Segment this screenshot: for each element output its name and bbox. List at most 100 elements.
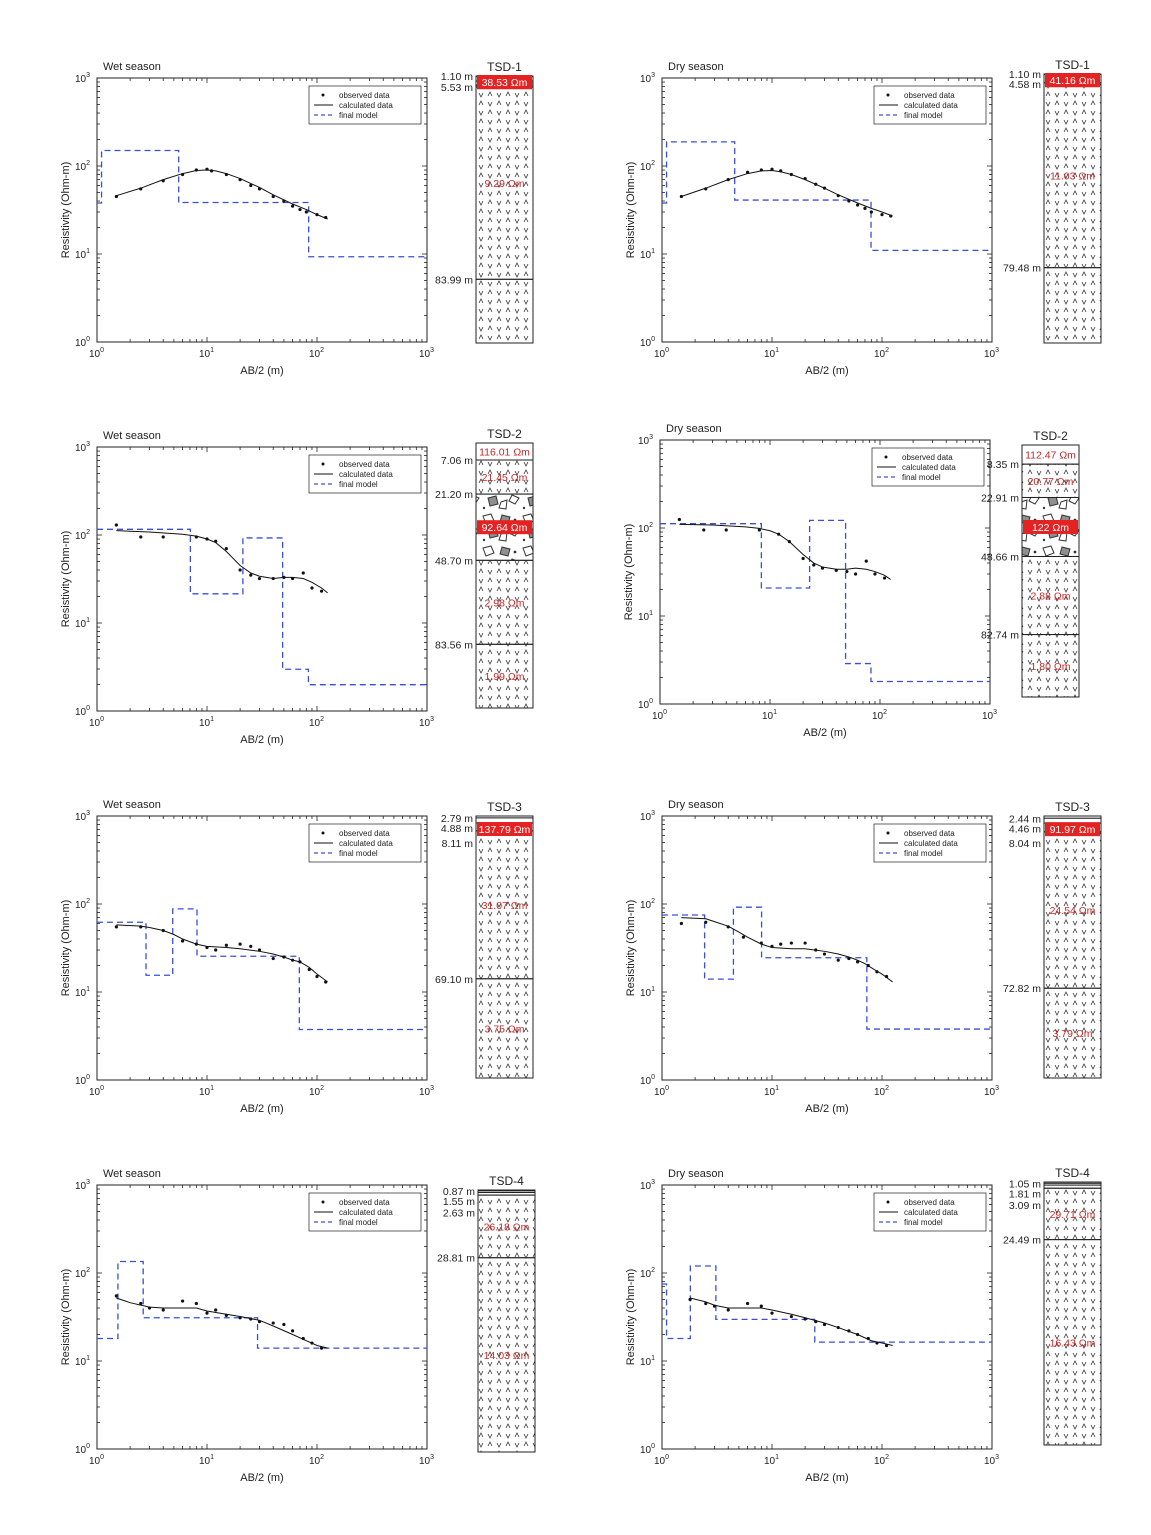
x-axis-label: AB/2 (m): [805, 365, 848, 377]
depth-label: 82.74 m: [981, 630, 1019, 642]
observed-data-point: [745, 170, 750, 174]
observed-data-point: [853, 572, 858, 576]
depth-label: 4.46 m: [1009, 823, 1041, 835]
observed-data-point: [238, 942, 242, 946]
depth-label: 0.87 m: [443, 1186, 475, 1198]
depth-label: 8.04 m: [1009, 838, 1041, 850]
observed-data-point: [114, 1294, 118, 1298]
legend-observed-marker: [321, 462, 325, 466]
legend-observed-marker: [886, 1200, 890, 1204]
observed-data-point: [194, 168, 198, 172]
resistivity-label: 26.18 Ωm: [484, 1221, 530, 1233]
lithology-layer: [475, 459, 534, 495]
observed-data-point: [847, 199, 851, 203]
observed-data-point: [875, 970, 879, 974]
observed-data-point: [310, 586, 314, 590]
depth-label: 1.81 m: [1009, 1188, 1041, 1200]
legend-model-label: final model: [339, 1218, 378, 1227]
panel-7: Wet season 100 101 102 103 100 101 102 103 AB/2 (…: [60, 1168, 536, 1484]
resistivity-label: 137.79 Ωm: [479, 824, 531, 836]
final-model-line: [662, 906, 992, 1030]
x-axis-label: AB/2 (m): [240, 365, 283, 377]
observed-data-point: [139, 925, 143, 929]
observed-data-point: [834, 568, 838, 572]
depth-label: 1.10 m: [1009, 69, 1041, 81]
lithology-layer: [477, 1257, 536, 1453]
y-axis-label: Resistivity (Ohm-m): [625, 1269, 637, 1366]
y-tick-label: 101: [75, 617, 90, 630]
observed-data-point: [282, 1322, 286, 1327]
y-tick-label: 101: [640, 986, 655, 999]
observed-data-point: [741, 935, 746, 939]
observed-data-point: [677, 517, 681, 522]
x-tick-label: 102: [872, 709, 887, 722]
resistivity-label: 2.88 Ωm: [1031, 591, 1071, 603]
x-tick-label: 102: [874, 1454, 889, 1467]
observed-data-point: [836, 194, 840, 198]
observed-data-point: [836, 1325, 840, 1330]
x-tick-label: 103: [982, 709, 997, 722]
y-tick-label: 101: [638, 610, 653, 623]
observed-data-point: [777, 532, 781, 536]
legend-model-label: final model: [339, 480, 378, 489]
y-tick-label: 100: [75, 705, 90, 718]
y-tick-label: 101: [75, 1355, 90, 1368]
resistivity-label: 20.77 Ωm: [1028, 476, 1074, 488]
observed-data-point: [205, 1311, 209, 1315]
y-axis-label: Resistivity (Ohm-m): [60, 1269, 72, 1366]
depth-label: 7.06 m: [441, 455, 473, 467]
panel-8: Dry season 100 101 102 103 100 101 102 103 AB/2 (…: [625, 1166, 1102, 1484]
observed-data-point: [224, 943, 228, 947]
calculated-data-line: [116, 169, 328, 220]
legend-observed-label: observed data: [339, 1198, 390, 1207]
plot-frame: [661, 77, 993, 343]
well-label: TSD-1: [487, 60, 522, 74]
x-tick-label: 100: [654, 1454, 669, 1467]
x-tick-label: 103: [984, 1085, 999, 1098]
x-tick-label: 100: [89, 1454, 104, 1467]
y-tick-label: 102: [75, 160, 90, 173]
x-tick-label: 102: [309, 1454, 324, 1467]
lithology-layer: [1021, 634, 1080, 698]
final-model-line: [97, 149, 427, 258]
well-label: TSD-4: [1055, 1166, 1090, 1180]
y-tick-label: 103: [75, 441, 90, 454]
legend-model-label: final model: [904, 849, 943, 858]
season-title: Dry season: [668, 799, 724, 811]
lithology-layer: [1043, 987, 1102, 1079]
observed-data-point: [319, 589, 324, 593]
season-title: Wet season: [103, 799, 161, 811]
y-tick-label: 103: [75, 1179, 90, 1192]
x-axis-label: AB/2 (m): [805, 1103, 848, 1115]
observed-data-point: [205, 537, 209, 541]
observed-data-point: [249, 1317, 253, 1321]
final-model-line: [97, 528, 427, 686]
resistivity-highlight: [477, 821, 532, 836]
resistivity-label: 14.03 Ωm: [484, 1350, 530, 1362]
observed-data-point: [864, 559, 868, 563]
legend-box: [873, 1192, 987, 1232]
panel-6: Dry season 100 101 102 103 100 101 102 103 AB/2 (…: [625, 799, 1102, 1115]
y-axis-label: Resistivity (Ohm-m): [625, 162, 637, 259]
y-tick-label: 102: [75, 529, 90, 542]
plot-frame: [659, 439, 991, 705]
legend-calculated-label: calculated data: [339, 1208, 393, 1217]
legend-observed-marker: [321, 1200, 325, 1204]
observed-data-point: [194, 942, 198, 946]
observed-data-point: [704, 187, 708, 191]
final-model-line: [97, 1260, 427, 1349]
x-tick-label: 100: [89, 347, 104, 360]
y-axis-label: Resistivity (Ohm-m): [60, 531, 72, 628]
x-tick-label: 101: [199, 716, 214, 729]
legend-calculated-label: calculated data: [904, 1208, 958, 1217]
legend-observed-label: observed data: [339, 829, 390, 838]
observed-data-point: [298, 207, 302, 212]
depth-label: 28.81 m: [437, 1253, 475, 1265]
legend-observed-label: observed data: [339, 460, 390, 469]
observed-data-point: [180, 172, 185, 177]
depth-label: 48.66 m: [981, 551, 1019, 563]
depth-label: 83.56 m: [435, 639, 473, 651]
lithology-layer: [1021, 555, 1080, 636]
depth-label: 2.44 m: [1009, 813, 1041, 825]
